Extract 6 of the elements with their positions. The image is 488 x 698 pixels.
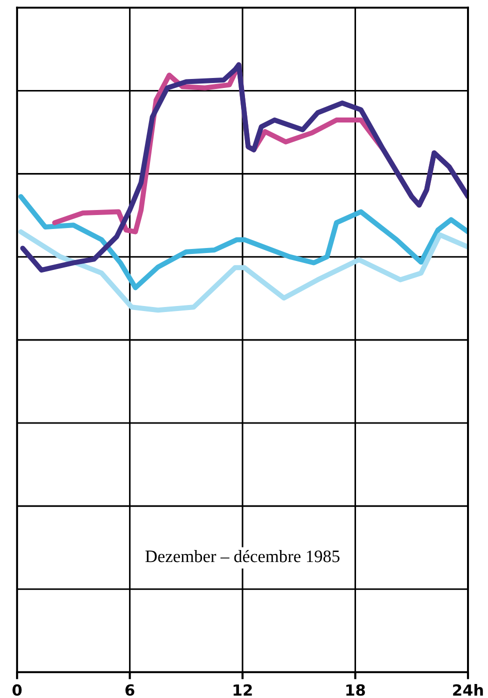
x-tick-label: 18 bbox=[346, 684, 365, 696]
x-tick-label: 0 bbox=[12, 684, 22, 696]
annotation: Dezember – décembre 1985 bbox=[145, 550, 340, 562]
x-tick-label: 12 bbox=[234, 684, 252, 696]
x-tick-label: 6 bbox=[125, 684, 134, 696]
x-tick-label: 24h bbox=[453, 684, 483, 696]
